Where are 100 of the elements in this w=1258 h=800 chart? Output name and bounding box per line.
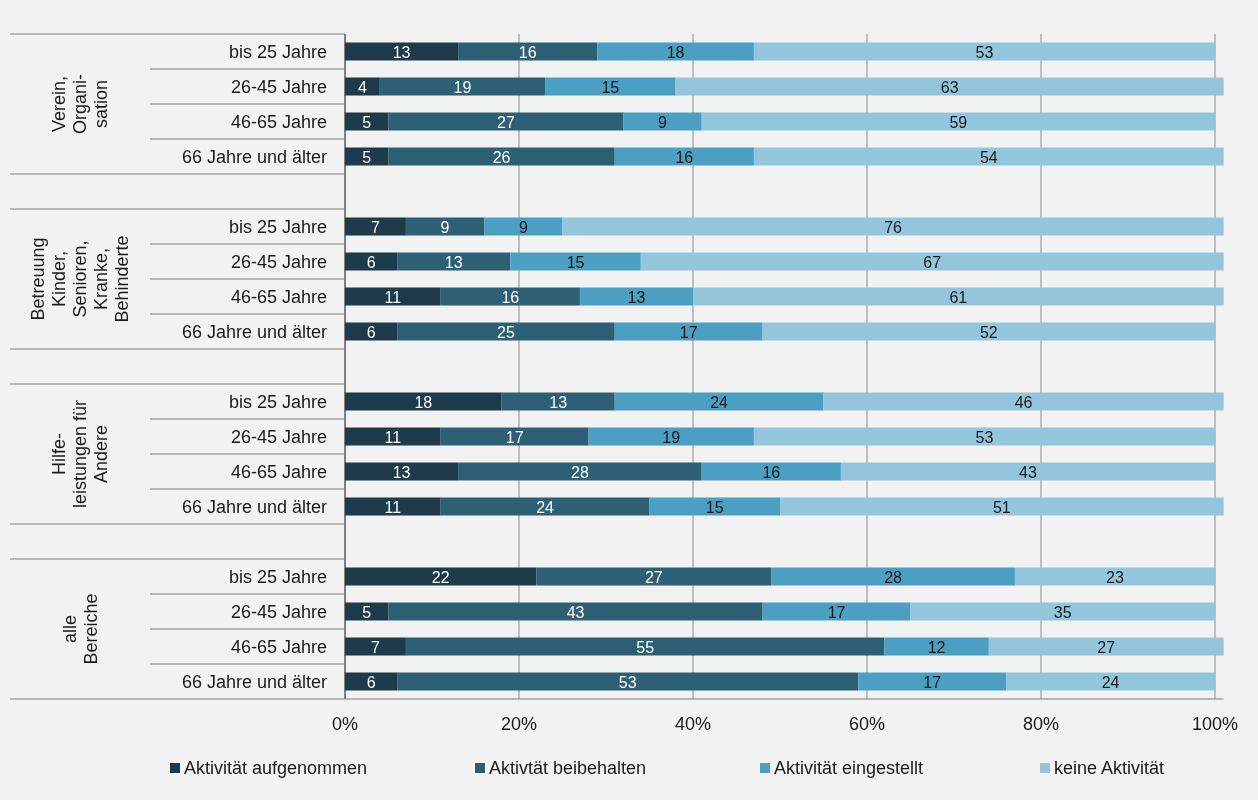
bar (840, 462, 1215, 481)
bar (579, 287, 693, 306)
bar (345, 602, 389, 621)
y-tick-label: bis 25 Jahre (228, 391, 327, 412)
bar (910, 602, 1215, 621)
data-label: 27 (1097, 638, 1116, 656)
x-tick-label: 60% (848, 714, 886, 734)
data-label: 15 (566, 253, 585, 271)
bar (858, 672, 1007, 691)
bar (379, 77, 546, 96)
bar (623, 112, 702, 131)
y-tick-label: 66 Jahre und älter (181, 146, 327, 167)
text: Betreuung Kinder, Senioren, Kranke, Behinderte (28, 235, 132, 323)
bar (345, 147, 389, 166)
x-tick-label: 0% (331, 714, 359, 734)
y-tick-label: 66 Jahre und älter (181, 321, 327, 342)
data-label: 55 (636, 638, 655, 656)
data-label: 12 (927, 638, 946, 656)
bar (440, 427, 589, 446)
data-label: 19 (662, 428, 681, 446)
y-tick-label: 46-65 Jahre (230, 111, 327, 132)
data-label: 9 (440, 218, 450, 236)
x-tick-label: 80% (1022, 714, 1060, 734)
bar (440, 497, 650, 516)
data-label: 35 (1053, 603, 1072, 621)
text: alle Bereiche (59, 593, 101, 665)
data-label: 5 (362, 603, 372, 621)
bar (388, 602, 763, 621)
bar (388, 112, 624, 131)
data-label: 61 (949, 288, 968, 306)
bar (762, 322, 1215, 341)
y-tick-label: 66 Jahre und älter (181, 671, 327, 692)
legend-label: keine Aktivität (1054, 758, 1165, 778)
legend-label: Aktivität eingestellt (774, 758, 924, 778)
data-label: 18 (414, 393, 433, 411)
bar (675, 77, 1224, 96)
data-label: 19 (453, 78, 472, 96)
legend-label: Aktivtät beibehalten (489, 758, 647, 778)
data-label: 24 (1101, 673, 1120, 691)
y-tick-label: 66 Jahre und älter (181, 496, 327, 517)
bar (345, 217, 406, 236)
bar (345, 42, 459, 61)
bar (597, 42, 754, 61)
data-label: 54 (979, 148, 998, 166)
bar (388, 147, 615, 166)
bar (345, 252, 398, 271)
data-label: 26 (492, 148, 511, 166)
data-label: 16 (518, 43, 537, 61)
bar (762, 602, 911, 621)
data-label: 13 (549, 393, 568, 411)
bar (588, 427, 754, 446)
bar (988, 637, 1224, 656)
data-label: 67 (923, 253, 942, 271)
bar (510, 252, 641, 271)
bar (771, 567, 1015, 586)
data-label: 17 (923, 673, 942, 691)
data-label: 6 (366, 323, 376, 341)
bar (701, 462, 841, 481)
data-label: 43 (566, 603, 585, 621)
bar (405, 217, 485, 236)
x-tick-label: 100% (1191, 714, 1239, 734)
data-label: 9 (518, 218, 528, 236)
data-label: 25 (497, 323, 515, 341)
legend-label: Aktivität aufgenommen (184, 758, 368, 778)
bar (345, 112, 389, 131)
data-label: 52 (979, 323, 998, 341)
data-label: 16 (501, 288, 520, 306)
data-label: 11 (384, 428, 402, 446)
data-label: 24 (536, 498, 555, 516)
bar (345, 567, 537, 586)
bar (1014, 567, 1215, 586)
y-tick-label: bis 25 Jahre (228, 216, 327, 237)
bar (536, 567, 772, 586)
bar (458, 462, 702, 481)
data-label: 28 (571, 463, 589, 481)
data-label: 53 (975, 43, 994, 61)
data-label: 15 (601, 78, 620, 96)
data-label: 51 (992, 498, 1011, 516)
data-label: 11 (384, 498, 402, 516)
y-tick-label: 26-45 Jahre (230, 76, 327, 97)
bar (501, 392, 615, 411)
data-label: 16 (675, 148, 694, 166)
bar (458, 42, 598, 61)
bar (753, 147, 1224, 166)
bar (397, 672, 859, 691)
bar (345, 287, 441, 306)
bar (780, 497, 1224, 516)
bar (884, 637, 989, 656)
text: Hilfe- leistungen für Andere (49, 399, 111, 509)
y-tick-label: 26-45 Jahre (230, 251, 327, 272)
data-label: 16 (762, 463, 781, 481)
bar (405, 637, 885, 656)
bar (823, 392, 1224, 411)
data-label: 46 (1014, 393, 1033, 411)
bar (345, 637, 406, 656)
y-tick-label: 46-65 Jahre (230, 636, 327, 657)
y-tick-label: 46-65 Jahre (230, 461, 327, 482)
bar (640, 252, 1224, 271)
text: Verein, Organi- sation (49, 73, 111, 135)
bar (345, 77, 380, 96)
